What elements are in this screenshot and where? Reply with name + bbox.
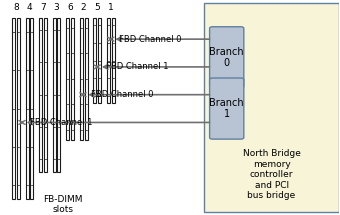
Text: 2: 2 — [81, 3, 86, 12]
Bar — [93, 18, 96, 103]
Text: FBD Channel 1: FBD Channel 1 — [31, 118, 93, 127]
Text: North Bridge
memory
controller
and PCI
bus bridge: North Bridge memory controller and PCI b… — [243, 149, 301, 200]
FancyBboxPatch shape — [210, 27, 244, 88]
Text: FBD Channel 0: FBD Channel 0 — [91, 90, 154, 99]
Text: FBD Channel 1: FBD Channel 1 — [106, 62, 168, 71]
Bar — [44, 18, 47, 172]
Text: FBD Channel 0: FBD Channel 0 — [119, 35, 182, 44]
Text: 4: 4 — [27, 3, 32, 12]
Bar — [53, 18, 56, 172]
Bar — [107, 18, 110, 103]
Text: 3: 3 — [54, 3, 59, 12]
Bar — [204, 3, 339, 212]
Text: 7: 7 — [40, 3, 46, 12]
Text: Branch
0: Branch 0 — [209, 46, 244, 68]
Text: 6: 6 — [67, 3, 73, 12]
Bar — [98, 18, 101, 103]
Text: 1: 1 — [108, 3, 114, 12]
Bar — [30, 18, 33, 199]
Bar — [39, 18, 42, 172]
Bar — [57, 18, 61, 172]
Bar — [71, 18, 74, 140]
Text: FB-DIMM
slots: FB-DIMM slots — [44, 195, 83, 214]
Bar — [66, 18, 69, 140]
FancyBboxPatch shape — [210, 78, 244, 139]
Bar — [112, 18, 115, 103]
Text: Branch
1: Branch 1 — [209, 98, 244, 119]
Bar — [85, 18, 87, 140]
Bar — [26, 18, 29, 199]
Bar — [12, 18, 15, 199]
Text: 8: 8 — [13, 3, 19, 12]
Bar — [80, 18, 83, 140]
Text: 5: 5 — [94, 3, 100, 12]
Bar — [17, 18, 20, 199]
